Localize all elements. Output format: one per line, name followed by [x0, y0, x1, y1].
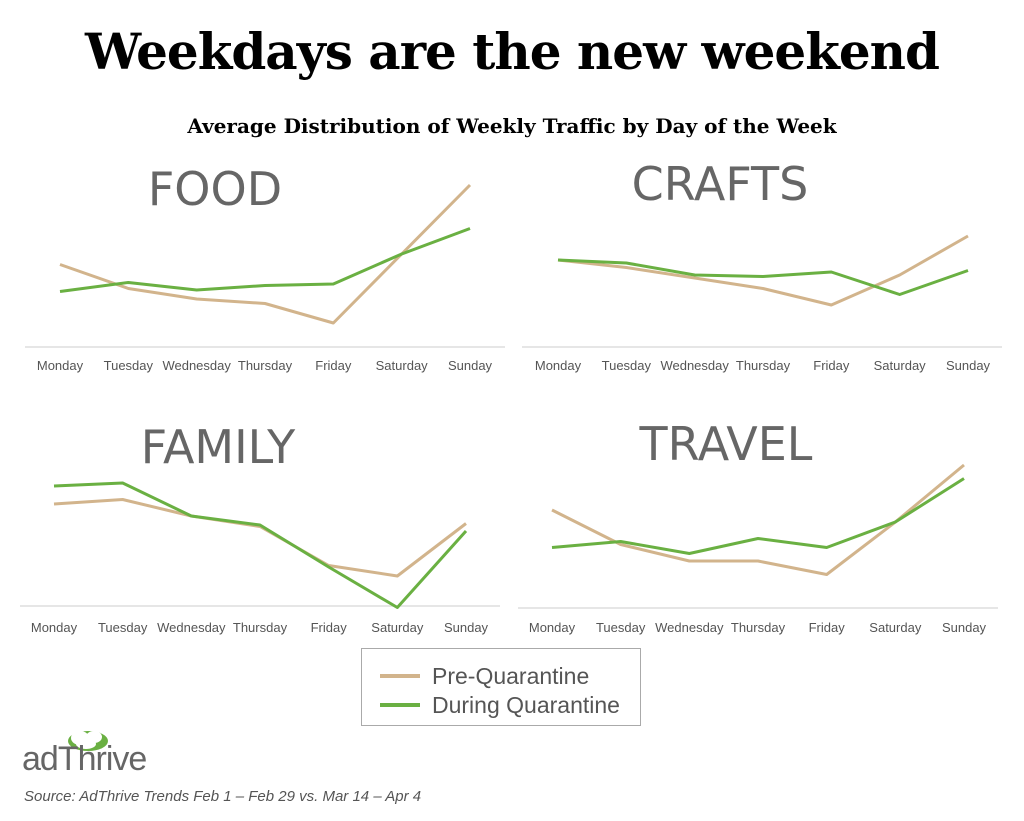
series-line-during-quarantine [59, 227, 471, 293]
x-tick-label: Wednesday [655, 620, 724, 635]
x-tick-label: Monday [529, 620, 576, 635]
x-tick-label: Saturday [874, 358, 927, 373]
series-line-pre-quarantine [53, 498, 467, 578]
legend-label-during: During Quarantine [432, 691, 620, 718]
legend-item-pre: Pre-Quarantine [380, 662, 589, 690]
x-tick-label: Sunday [942, 620, 987, 635]
x-tick-label: Friday [311, 620, 348, 635]
chart-title: Weekdays are the new weekend [85, 22, 940, 81]
x-tick-label: Saturday [371, 620, 424, 635]
source-note: Source: AdThrive Trends Feb 1 – Feb 29 v… [24, 788, 422, 805]
legend-swatch-during [380, 703, 420, 707]
panel-title: FAMILY [141, 420, 296, 474]
panel-title: CRAFTS [632, 157, 809, 211]
panel-title: TRAVEL [639, 417, 813, 471]
x-tick-label: Monday [535, 358, 582, 373]
x-tick-label: Sunday [444, 620, 489, 635]
x-tick-label: Thursday [736, 358, 791, 373]
x-tick-label: Thursday [238, 358, 293, 373]
x-tick-label: Tuesday [104, 358, 154, 373]
tree-icon [68, 731, 108, 751]
x-tick-label: Thursday [233, 620, 288, 635]
chart-panel-travel: TRAVEL Monday Tuesday Wednesday Thursday Frid… [518, 417, 998, 635]
chart-panel-food: FOOD Monday Tuesday Wednesday Thursday Friday… [25, 162, 505, 373]
x-tick-label: Friday [813, 358, 850, 373]
x-tick-label: Wednesday [660, 358, 729, 373]
legend-label-pre: Pre-Quarantine [432, 662, 590, 689]
chart-panel-family: FAMILY Monday Tuesday Wednesday Thursday Frid… [20, 420, 500, 635]
x-tick-label: Saturday [376, 358, 429, 373]
adthrive-logo: adThrive [22, 728, 152, 780]
logo-wordmark: adThrive [22, 740, 147, 778]
x-tick-label: Thursday [731, 620, 786, 635]
legend-item-during: During Quarantine [380, 691, 620, 719]
x-tick-label: Sunday [946, 358, 991, 373]
panel-title: FOOD [148, 162, 282, 216]
x-tick-label: Friday [315, 358, 352, 373]
x-tick-label: Wednesday [162, 358, 231, 373]
legend: Pre-Quarantine During Quarantine [361, 648, 641, 726]
series-line-during-quarantine [557, 258, 969, 296]
x-tick-label: Sunday [448, 358, 493, 373]
chart-panel-crafts: CRAFTS Monday Tuesday Wednesday Thursday Frid… [522, 157, 1002, 373]
series-line-during-quarantine [551, 477, 965, 555]
x-tick-label: Saturday [869, 620, 922, 635]
x-tick-label: Friday [809, 620, 846, 635]
series-line-during-quarantine [53, 481, 468, 609]
x-tick-label: Tuesday [596, 620, 646, 635]
series-line-pre-quarantine [557, 234, 969, 307]
series-line-pre-quarantine [551, 463, 965, 576]
x-tick-label: Wednesday [157, 620, 226, 635]
legend-swatch-pre [380, 674, 420, 678]
x-tick-label: Monday [37, 358, 84, 373]
x-tick-label: Monday [31, 620, 78, 635]
x-tick-label: Tuesday [98, 620, 148, 635]
x-tick-label: Tuesday [602, 358, 652, 373]
chart-subtitle: Average Distribution of Weekly Traffic b… [187, 114, 837, 138]
